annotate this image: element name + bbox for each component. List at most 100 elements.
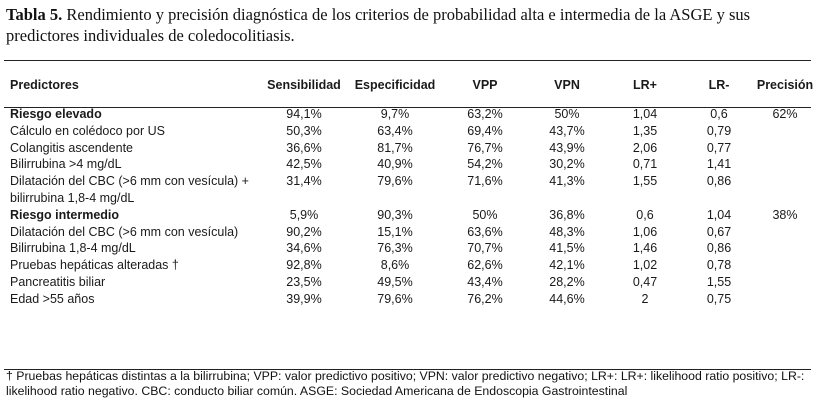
predictor-cell: Colangitis ascendente: [10, 140, 133, 155]
table-row: Colangitis ascendente 36,6% 81,7% 76,7% 43,9…: [10, 140, 814, 157]
lr-neg-cell: 1,41: [706, 157, 732, 172]
lr-pos-cell: 1,06: [632, 224, 658, 239]
vpp-cell: 63,2%: [467, 107, 503, 121]
vpp-cell: 70,7%: [467, 241, 503, 256]
especificidad-cell: 15,1%: [377, 224, 413, 239]
lr-neg-cell: 0,78: [706, 258, 732, 273]
table-row: bilirrubina 1,8-4 mg/dL: [10, 190, 814, 207]
sensibilidad-cell: 50,3%: [286, 123, 322, 138]
table-row: Dilatación del CBC (>6 mm con vesícula) …: [10, 173, 814, 190]
vpn-cell: 48,3%: [549, 224, 585, 239]
precision-cell: [756, 156, 814, 173]
precision-cell: [756, 140, 814, 157]
lr-neg-cell: 0,67: [706, 224, 732, 239]
table-row: Bilirrubina >4 mg/dL 42,5% 40,9% 54,2% 30,2%…: [10, 156, 814, 173]
sensibilidad-cell: 5,9%: [289, 207, 319, 222]
especificidad-cell: 40,9%: [377, 157, 413, 172]
header-especificidad: Especificidad: [354, 77, 436, 92]
especificidad-cell: 63,4%: [377, 123, 413, 138]
predictor-cell: Riesgo intermedio: [10, 207, 120, 222]
lr-neg-cell: 0,6: [710, 107, 728, 121]
precision-cell: [756, 257, 814, 274]
vpn-cell: 41,5%: [549, 241, 585, 256]
header-rule: [4, 107, 811, 108]
sensibilidad-cell: 94,1%: [286, 107, 322, 121]
header-predictores: Predictores: [10, 77, 79, 92]
predictor-cell: Dilatación del CBC (>6 mm con vesícula) …: [10, 174, 249, 189]
vpn-cell: [526, 190, 608, 207]
lr-pos-cell: 1,35: [632, 123, 658, 138]
especificidad-cell: 90,3%: [377, 207, 413, 222]
table-row: Edad >55 años 39,9% 79,6% 76,2% 44,6% 2 0,75: [10, 291, 814, 308]
especificidad-cell: 79,6%: [377, 174, 413, 189]
especificidad-cell: 79,6%: [377, 291, 413, 306]
lr-neg-cell: 0,86: [706, 174, 732, 189]
vpp-cell: 69,4%: [467, 123, 503, 138]
header-precision: Precisión: [756, 77, 814, 92]
predictor-cell: Riesgo elevado: [10, 107, 102, 121]
predictor-cell: Edad >55 años: [10, 291, 95, 306]
precision-cell: [756, 224, 814, 241]
table-row: Pruebas hepáticas alteradas † 92,8% 8,6% 62…: [10, 257, 814, 274]
vpn-cell: 42,1%: [549, 258, 585, 273]
lr-neg-cell: 1,55: [706, 274, 732, 289]
sensibilidad-cell: 42,5%: [286, 157, 322, 172]
header-lr-neg: LR-: [708, 77, 730, 92]
vpn-cell: 30,2%: [549, 157, 585, 172]
especificidad-cell: 76,3%: [377, 241, 413, 256]
sensibilidad-cell: 92,8%: [286, 258, 322, 273]
caption-label: Tabla 5.: [6, 5, 63, 24]
table-row: Bilirrubina 1,8-4 mg/dL 34,6% 76,3% 70,7% 41…: [10, 240, 814, 257]
lr-pos-cell: 1,04: [632, 107, 658, 121]
precision-cell: [756, 240, 814, 257]
vpp-cell: 76,7%: [467, 140, 503, 155]
vpp-cell: 54,2%: [467, 157, 503, 172]
vpp-cell: 62,6%: [467, 258, 503, 273]
predictor-cell: bilirrubina 1,8-4 mg/dL: [10, 190, 135, 205]
group-row: Riesgo intermedio 5,9% 90,3% 50% 36,8% 0,6 1,0…: [10, 207, 814, 224]
sensibilidad-cell: [262, 190, 346, 207]
vpn-cell: 41,3%: [549, 174, 585, 189]
vpn-cell: 43,7%: [549, 123, 585, 138]
lr-neg-cell: 1,04: [706, 207, 732, 222]
predictor-cell: Pancreatitis biliar: [10, 274, 106, 289]
lr-pos-cell: 0,47: [632, 274, 658, 289]
vpn-cell: 43,9%: [549, 140, 585, 155]
vpn-cell: 36,8%: [549, 207, 585, 222]
sensibilidad-cell: 90,2%: [286, 224, 322, 239]
header-vpp: VPP: [472, 77, 498, 92]
especificidad-cell: 9,7%: [380, 107, 410, 121]
table-row: Dilatación del CBC (>6 mm con vesícula) 9…: [10, 224, 814, 241]
table-row: Cálculo en colédoco por US 50,3% 63,4% 69,4…: [10, 123, 814, 140]
especificidad-cell: 8,6%: [380, 258, 410, 273]
vpp-cell: 63,6%: [467, 224, 503, 239]
precision-cell: [756, 190, 814, 207]
table-row: Pancreatitis biliar 23,5% 49,5% 43,4% 28,2% 0…: [10, 274, 814, 291]
lr-pos-cell: 0,71: [632, 157, 658, 172]
lr-pos-cell: 2,06: [632, 140, 658, 155]
header-row: Predictores Sensibilidad Especificidad V…: [10, 70, 814, 100]
lr-pos-cell: 1,55: [632, 174, 658, 189]
especificidad-cell: 49,5%: [377, 274, 413, 289]
predictor-cell: Pruebas hepáticas alteradas †: [10, 258, 179, 273]
vpp-cell: 43,4%: [467, 274, 503, 289]
table-frame: [4, 60, 811, 370]
vpp-cell: 50%: [472, 207, 498, 222]
predictor-cell: Bilirrubina >4 mg/dL: [10, 157, 122, 172]
table-caption: Tabla 5. Rendimiento y precisión diagnós…: [6, 4, 811, 46]
precision-cell: [756, 291, 814, 308]
sensibilidad-cell: 39,9%: [286, 291, 322, 306]
vpp-cell: 76,2%: [467, 291, 503, 306]
vpp-cell: [444, 190, 526, 207]
header-sensibilidad: Sensibilidad: [267, 77, 341, 92]
lr-pos-cell: 1,46: [632, 241, 658, 256]
vpn-cell: 44,6%: [549, 291, 585, 306]
lr-neg-cell: 0,75: [706, 291, 732, 306]
precision-cell: [756, 123, 814, 140]
predictor-cell: Cálculo en colédoco por US: [10, 123, 165, 138]
predictor-cell: Dilatación del CBC (>6 mm con vesícula): [10, 224, 239, 239]
precision-cell: [756, 173, 814, 190]
header-vpn: VPN: [554, 77, 580, 92]
lr-neg-cell: 0,79: [706, 123, 732, 138]
sensibilidad-cell: 34,6%: [286, 241, 322, 256]
